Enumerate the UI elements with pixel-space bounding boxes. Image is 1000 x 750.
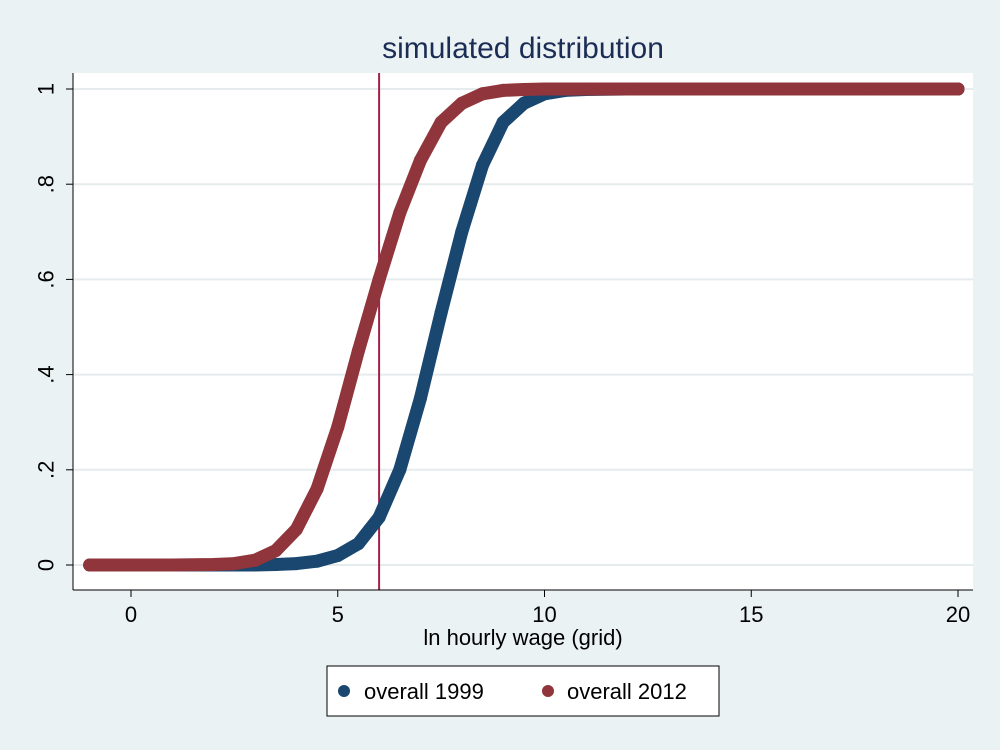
- legend-marker-overall-2012: [542, 685, 554, 697]
- data-point: [393, 206, 407, 220]
- x-tick-label: 15: [739, 602, 763, 627]
- data-point: [289, 522, 303, 536]
- data-point: [496, 83, 510, 97]
- x-tick-label: 5: [332, 602, 344, 627]
- data-point: [351, 344, 365, 358]
- data-point: [620, 82, 634, 96]
- data-point: [434, 306, 448, 320]
- y-tick-label: .6: [34, 270, 59, 288]
- data-point: [269, 544, 283, 558]
- legend: overall 1999 overall 2012: [326, 665, 720, 717]
- data-point: [517, 96, 531, 110]
- data-point: [372, 510, 386, 524]
- y-tick-label: .4: [34, 365, 59, 383]
- x-tick-label: 20: [946, 602, 970, 627]
- y-tick-label: 0: [34, 559, 59, 571]
- chart-title: simulated distribution: [382, 32, 664, 65]
- data-point: [951, 82, 965, 96]
- data-point: [434, 115, 448, 129]
- data-point: [310, 482, 324, 496]
- series-overall-2012: [83, 82, 965, 572]
- data-point: [207, 558, 221, 571]
- data-point: [476, 87, 489, 101]
- data-point: [517, 83, 531, 96]
- data-point: [372, 272, 386, 286]
- data-point: [868, 82, 882, 96]
- plot-area: [73, 73, 973, 590]
- legend-label-overall-2012: overall 2012: [567, 679, 687, 704]
- data-point: [227, 557, 241, 571]
- data-point: [476, 158, 489, 172]
- y-tick-label: 1: [34, 83, 59, 95]
- data-point: [413, 153, 427, 167]
- data-point: [496, 115, 510, 129]
- data-point: [455, 96, 469, 110]
- y-tick-label: .2: [34, 461, 59, 479]
- legend-box: [326, 665, 720, 717]
- data-point: [248, 553, 262, 567]
- data-point: [289, 557, 303, 571]
- data-point: [579, 82, 593, 96]
- legend-marker-overall-1999: [338, 685, 350, 697]
- data-point: [331, 549, 345, 562]
- y-axis: 0 .2 .4 .6 .8 1: [34, 73, 74, 590]
- x-tick-label: 0: [125, 602, 137, 627]
- data-point: [165, 558, 179, 572]
- data-point: [124, 558, 138, 572]
- data-point: [331, 420, 345, 434]
- data-point: [413, 391, 427, 405]
- data-point: [351, 537, 365, 551]
- x-axis-title: ln hourly wage (grid): [423, 625, 622, 650]
- series-group: [83, 82, 965, 572]
- data-point: [455, 225, 469, 239]
- x-tick-label: 10: [532, 602, 556, 627]
- data-point: [310, 554, 324, 568]
- data-point: [703, 82, 717, 96]
- y-tick-label: .8: [34, 175, 59, 193]
- data-point: [393, 463, 407, 477]
- x-axis: 0 5 10 15 20: [73, 589, 973, 627]
- legend-label-overall-1999: overall 1999: [364, 679, 484, 704]
- data-point: [786, 82, 800, 96]
- data-point: [83, 558, 97, 572]
- data-point: [269, 558, 283, 571]
- data-point: [538, 82, 551, 96]
